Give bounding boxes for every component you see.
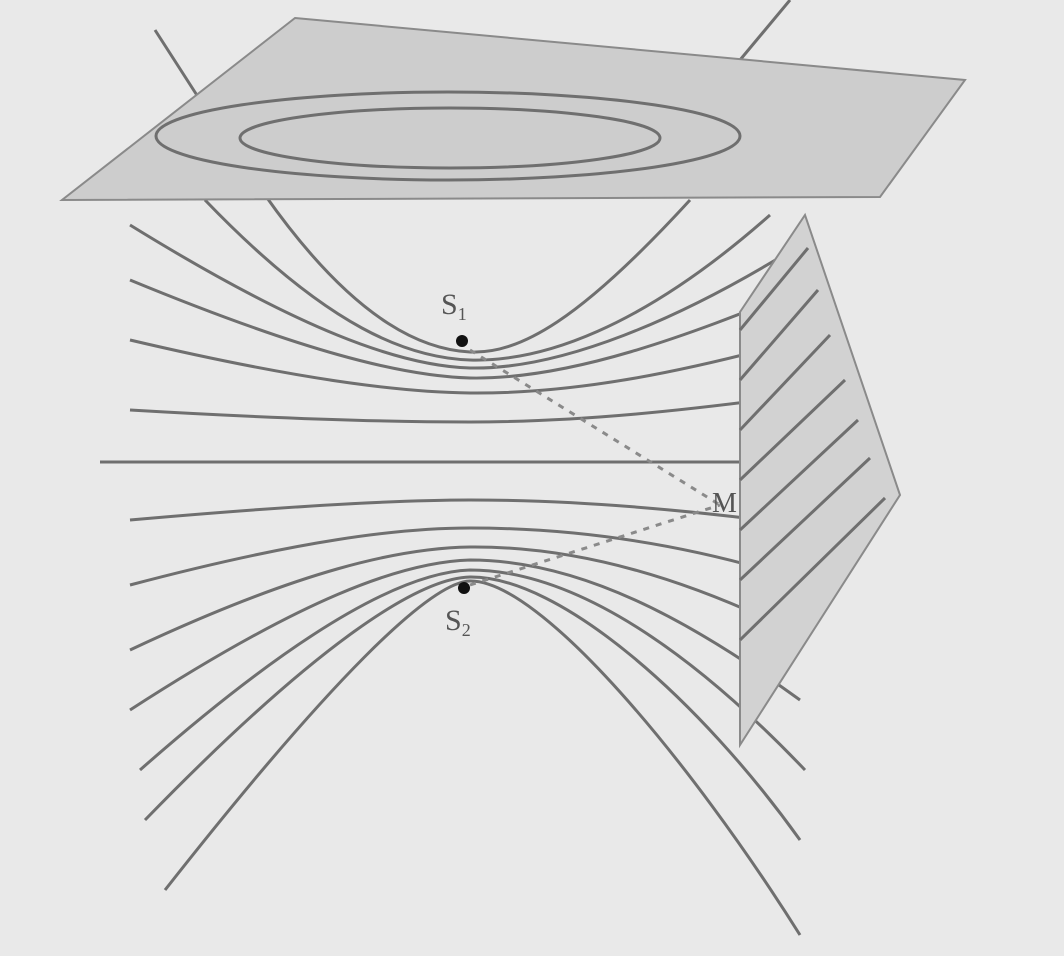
hyperbola-lower-3 [129,558,801,712]
source-2-dot [458,582,470,594]
source-2-label: S2 [445,604,471,640]
axis-line-top-left [153,29,202,101]
hyperbola-lower-4 [129,545,801,652]
source-2-letter: S [445,604,462,637]
path-s2-to-m [469,503,721,587]
hyperbola-upper-4 [129,278,801,380]
right-plane [739,212,902,749]
axis-line-top-right [738,0,792,61]
hyperbola-upper-5 [129,338,801,395]
top-plane-outer-ellipse [154,90,742,182]
top-plane-inner-ellipse [238,106,662,170]
hyperbola-lower-2 [139,568,807,772]
hyperbola-lines [100,194,807,936]
hyperbola-upper-1 [263,194,692,354]
hyperbola-upper-2 [203,198,771,362]
right-plane-fringes [738,247,887,642]
source-2-subscript: 2 [462,620,471,640]
hyperbola-lower-0 [163,579,802,936]
hyperbola-upper-3 [129,223,801,370]
path-s1-to-m [469,348,721,507]
source-1-subscript: 1 [458,304,467,324]
hyperbola-lower-5 [129,526,801,587]
source-1-label: S1 [441,288,467,324]
source-1-dot [456,335,468,347]
point-m-label: M [712,488,737,519]
source-1-letter: S [441,288,458,321]
hyperbola-lower-1 [143,575,802,841]
hyperbola-upper-6 [129,393,801,424]
